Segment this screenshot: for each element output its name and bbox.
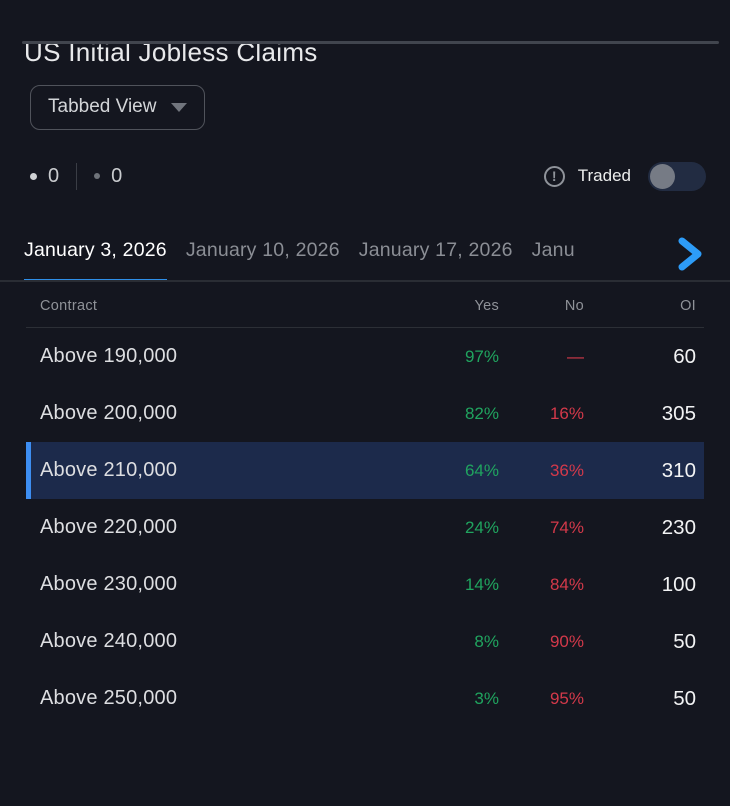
chevron-right-icon[interactable]	[674, 237, 704, 271]
yes-cell[interactable]: 24%	[464, 517, 499, 537]
table-row[interactable]: Above 230,000 14% 84% 100	[26, 556, 704, 613]
alert-circle-icon: !	[543, 165, 565, 187]
tab-label: January 3, 2026	[24, 239, 167, 261]
no-cell[interactable]: 90%	[549, 631, 584, 651]
contract-cell: Above 230,000	[40, 573, 178, 595]
position-indicator-1: 0	[30, 165, 59, 188]
no-cell[interactable]: 84%	[549, 574, 584, 594]
contract-cell: Above 250,000	[40, 687, 178, 709]
stats-divider	[76, 162, 78, 190]
contract-cell: Above 220,000	[40, 516, 178, 538]
toggle-knob	[650, 163, 675, 189]
contract-cell: Above 200,000	[40, 402, 178, 424]
yes-cell[interactable]: 82%	[464, 403, 499, 423]
table-row[interactable]: Above 210,000 64% 36% 310	[26, 442, 704, 499]
indicator-value: 0	[48, 164, 60, 187]
contracts-table: Contract Yes No OI Above 190,000 97% — 6…	[26, 288, 704, 727]
date-tabs: January 3, 2026 January 10, 2026 January…	[0, 235, 730, 282]
contract-cell: Above 210,000	[40, 459, 178, 481]
oi-cell: 50	[673, 629, 696, 653]
table-row[interactable]: Above 190,000 97% — 60	[26, 328, 704, 385]
date-tab[interactable]: January 10, 2026	[186, 235, 340, 280]
table-row[interactable]: Above 200,000 82% 16% 305	[26, 385, 704, 442]
contract-cell: Above 240,000	[40, 630, 178, 652]
chevron-down-icon	[171, 102, 188, 112]
view-mode-dropdown[interactable]: Tabbed View	[30, 85, 206, 130]
no-cell[interactable]: 95%	[549, 688, 584, 708]
oi-cell: 60	[673, 344, 696, 368]
top-divider	[22, 41, 719, 44]
no-cell[interactable]: 74%	[549, 517, 584, 537]
date-tab[interactable]: January 3, 2026	[24, 235, 167, 280]
table-body: Above 190,000 97% — 60 Above 200,000 82%…	[26, 328, 704, 727]
oi-cell: 230	[661, 515, 696, 539]
view-mode-label: Tabbed View	[48, 96, 157, 117]
oi-cell: 310	[661, 458, 696, 482]
yes-cell[interactable]: 8%	[474, 631, 499, 651]
tab-label: January 17, 2026	[358, 239, 513, 261]
oi-cell: 50	[673, 686, 696, 710]
tab-label: January 10, 2026	[185, 239, 340, 261]
yes-cell[interactable]: 64%	[464, 460, 499, 480]
date-tab[interactable]: January 17, 2026	[359, 235, 513, 280]
yes-cell[interactable]: 14%	[464, 574, 499, 594]
table-row[interactable]: Above 250,000 3% 95% 50	[26, 670, 704, 727]
yes-cell[interactable]: 97%	[464, 346, 499, 366]
column-header-yes: Yes	[474, 298, 499, 314]
no-cell[interactable]: 36%	[549, 460, 584, 480]
column-header-no: No	[564, 298, 584, 314]
table-row[interactable]: Above 240,000 8% 90% 50	[26, 613, 704, 670]
traded-group: ! Traded	[543, 161, 706, 191]
dot-icon	[30, 172, 37, 180]
contract-cell: Above 190,000	[40, 345, 178, 367]
dot-icon	[94, 173, 101, 179]
column-header-contract: Contract	[40, 298, 98, 314]
column-header-oi: OI	[680, 298, 696, 314]
oi-cell: 305	[661, 401, 696, 425]
table-header: Contract Yes No OI	[26, 288, 704, 328]
yes-cell[interactable]: 3%	[474, 688, 499, 708]
position-indicator-2: 0	[94, 165, 122, 188]
date-tab[interactable]: Janu	[532, 235, 575, 280]
stats-row: 0 0 ! Traded	[30, 160, 706, 192]
tabs-wrap: January 3, 2026 January 10, 2026 January…	[0, 235, 730, 282]
table-row[interactable]: Above 220,000 24% 74% 230	[26, 499, 704, 556]
traded-label: Traded	[577, 166, 631, 185]
oi-cell: 100	[661, 572, 696, 596]
traded-toggle[interactable]	[648, 161, 706, 191]
indicator-value: 0	[111, 164, 123, 187]
tab-label: Janu	[531, 239, 575, 261]
no-cell[interactable]: —	[567, 346, 584, 366]
no-cell[interactable]: 16%	[549, 403, 584, 423]
